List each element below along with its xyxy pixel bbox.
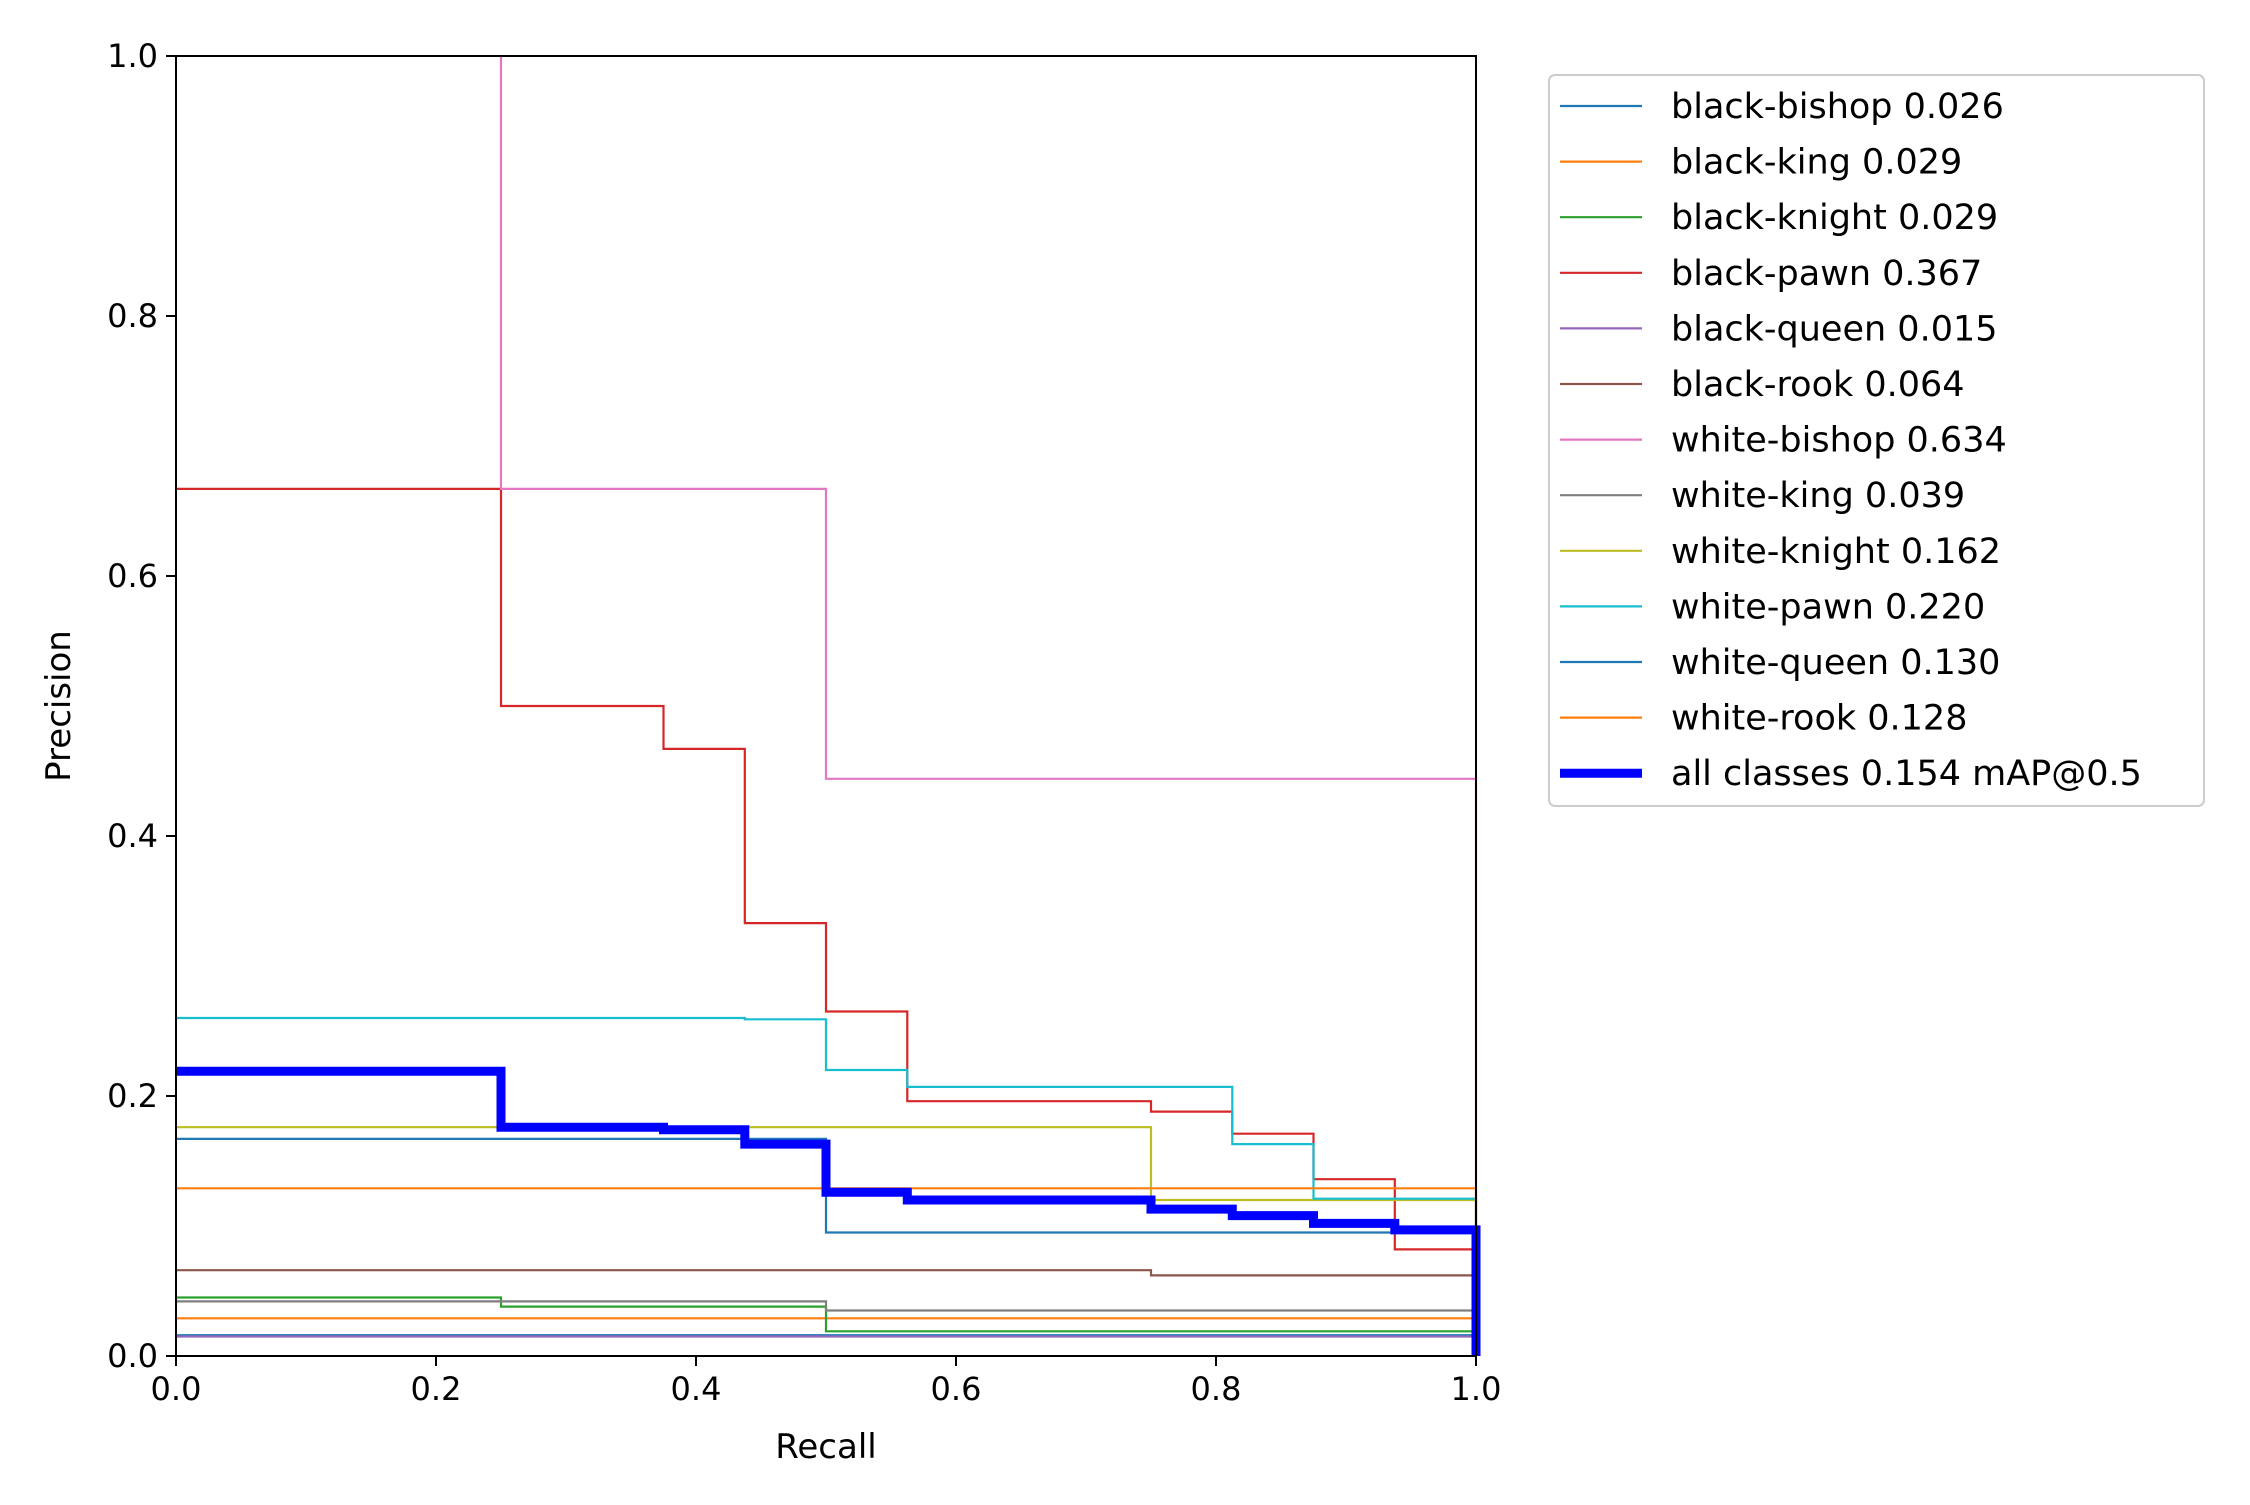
series-line-black-pawn <box>176 487 1478 1356</box>
x-tick-label: 0.2 <box>411 1370 462 1408</box>
legend-label-white-bishop: white-bishop 0.634 <box>1671 421 2007 461</box>
legend-label-white-rook: white-rook 0.128 <box>1671 699 1967 739</box>
y-tick-label: 0.2 <box>107 1077 158 1115</box>
legend-label-white-pawn: white-pawn 0.220 <box>1671 587 1985 627</box>
y-tick-label: 1.0 <box>107 37 158 75</box>
x-tick-label: 0.4 <box>671 1370 722 1408</box>
legend-label-black-bishop: black-bishop 0.026 <box>1671 87 2004 127</box>
legend-label-all-classes: all classes 0.154 mAP@0.5 <box>1671 754 2142 794</box>
legend-label-white-king: white-king 0.039 <box>1671 476 1965 516</box>
x-tick-label: 0.6 <box>931 1370 982 1408</box>
legend-label-black-queen: black-queen 0.015 <box>1671 309 1998 349</box>
legend-box <box>1548 74 2205 807</box>
legend-label-black-knight: black-knight 0.029 <box>1671 198 1998 238</box>
y-axis-label: Precision <box>39 630 79 782</box>
y-tick-label: 0.6 <box>107 557 158 595</box>
legend-label-black-rook: black-rook 0.064 <box>1671 365 1965 405</box>
legend-label-black-king: black-king 0.029 <box>1671 143 1962 183</box>
plot-frame <box>175 55 1477 1357</box>
tick-layer: 0.0 0.2 0.4 0.6 0.8 1.0 0.0 0.2 0.4 0.6 0.8 1.0 <box>107 37 1501 1408</box>
x-tick-label: 0.8 <box>1191 1370 1242 1408</box>
legend-label-white-queen: white-queen 0.130 <box>1671 643 2000 683</box>
legend-items: black-bishop 0.026 black-king 0.029 black-… <box>1560 87 2142 794</box>
series-line-white-pawn <box>176 1016 1478 1356</box>
x-tick-label: 1.0 <box>1451 1370 1502 1408</box>
y-tick-label: 0.8 <box>107 297 158 335</box>
legend-label-black-pawn: black-pawn 0.367 <box>1671 254 1982 294</box>
y-tick-label: 0.0 <box>107 1337 158 1375</box>
legend-label-white-knight: white-knight 0.162 <box>1671 532 2001 572</box>
series-line-all-classes <box>176 1066 1481 1356</box>
legend: black-bishop 0.026 black-king 0.029 black-… <box>1548 74 2205 807</box>
x-tick-label: 0.0 <box>151 1370 202 1408</box>
x-axis-label: Recall <box>775 1427 876 1467</box>
y-tick-label: 0.4 <box>107 817 158 855</box>
